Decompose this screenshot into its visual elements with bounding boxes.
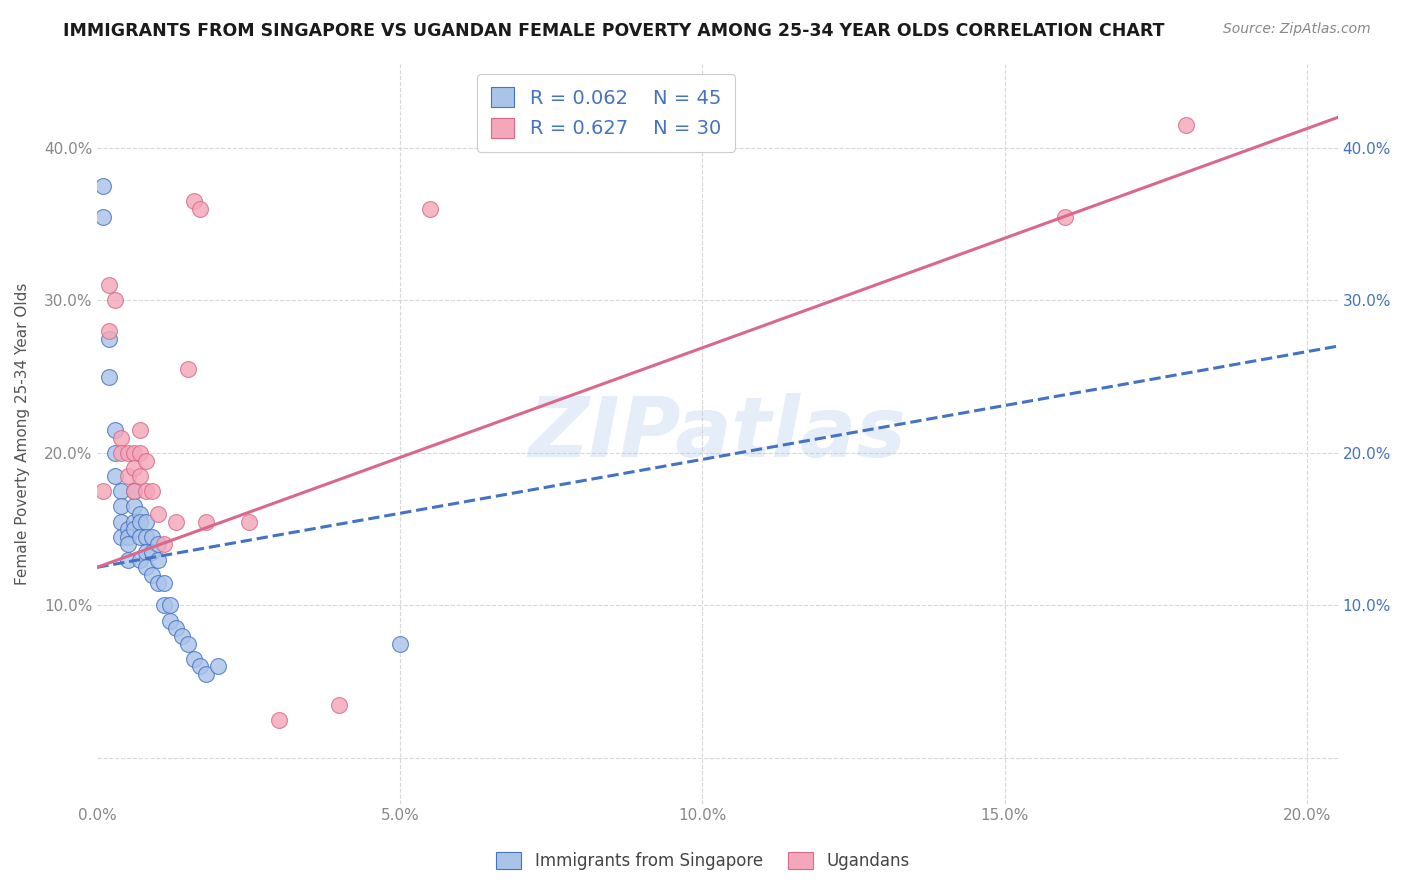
Point bbox=[128, 446, 150, 460]
Point bbox=[153, 537, 176, 551]
Point bbox=[98, 278, 121, 293]
Point bbox=[117, 537, 139, 551]
Legend: Immigrants from Singapore, Ugandans: Immigrants from Singapore, Ugandans bbox=[489, 845, 917, 877]
Point bbox=[328, 698, 350, 712]
Point bbox=[122, 515, 145, 529]
Point bbox=[183, 194, 205, 209]
Point bbox=[135, 545, 157, 559]
Point bbox=[146, 552, 169, 566]
Point bbox=[135, 483, 157, 498]
Point bbox=[122, 483, 145, 498]
Point bbox=[110, 500, 132, 514]
Point bbox=[128, 507, 150, 521]
Point bbox=[159, 599, 181, 613]
Point bbox=[1054, 210, 1077, 224]
Point bbox=[104, 446, 127, 460]
Point bbox=[122, 483, 145, 498]
Point bbox=[177, 636, 200, 650]
Point bbox=[128, 552, 150, 566]
Point bbox=[117, 446, 139, 460]
Point bbox=[188, 202, 211, 216]
Point bbox=[117, 530, 139, 544]
Point bbox=[135, 515, 157, 529]
Point bbox=[122, 500, 145, 514]
Point bbox=[1175, 118, 1198, 132]
Point bbox=[238, 515, 260, 529]
Point bbox=[110, 515, 132, 529]
Point bbox=[122, 446, 145, 460]
Point bbox=[110, 483, 132, 498]
Point bbox=[165, 515, 187, 529]
Point bbox=[98, 369, 121, 384]
Point bbox=[177, 362, 200, 376]
Point bbox=[117, 552, 139, 566]
Point bbox=[141, 483, 163, 498]
Point bbox=[267, 713, 290, 727]
Legend: R = 0.062    N = 45, R = 0.627    N = 30: R = 0.062 N = 45, R = 0.627 N = 30 bbox=[477, 74, 734, 152]
Point bbox=[141, 567, 163, 582]
Point bbox=[122, 522, 145, 536]
Point bbox=[128, 423, 150, 437]
Text: IMMIGRANTS FROM SINGAPORE VS UGANDAN FEMALE POVERTY AMONG 25-34 YEAR OLDS CORREL: IMMIGRANTS FROM SINGAPORE VS UGANDAN FEM… bbox=[63, 22, 1164, 40]
Point bbox=[104, 468, 127, 483]
Point bbox=[104, 293, 127, 308]
Point bbox=[128, 530, 150, 544]
Point bbox=[110, 446, 132, 460]
Point bbox=[91, 483, 114, 498]
Point bbox=[117, 522, 139, 536]
Point bbox=[91, 210, 114, 224]
Point bbox=[195, 515, 218, 529]
Point bbox=[419, 202, 441, 216]
Point bbox=[128, 515, 150, 529]
Y-axis label: Female Poverty Among 25-34 Year Olds: Female Poverty Among 25-34 Year Olds bbox=[15, 283, 30, 585]
Point bbox=[98, 324, 121, 338]
Point bbox=[153, 575, 176, 590]
Point bbox=[207, 659, 229, 673]
Text: ZIPatlas: ZIPatlas bbox=[529, 393, 907, 475]
Point bbox=[135, 560, 157, 574]
Point bbox=[141, 530, 163, 544]
Point bbox=[110, 431, 132, 445]
Point bbox=[165, 621, 187, 635]
Point bbox=[153, 599, 176, 613]
Point bbox=[170, 629, 193, 643]
Point bbox=[135, 530, 157, 544]
Point bbox=[146, 507, 169, 521]
Point bbox=[104, 423, 127, 437]
Point bbox=[183, 652, 205, 666]
Point bbox=[128, 468, 150, 483]
Point bbox=[195, 667, 218, 681]
Point bbox=[141, 545, 163, 559]
Point bbox=[122, 461, 145, 475]
Point bbox=[135, 453, 157, 467]
Point bbox=[159, 614, 181, 628]
Point bbox=[91, 179, 114, 194]
Point bbox=[388, 636, 411, 650]
Point bbox=[146, 537, 169, 551]
Point bbox=[117, 468, 139, 483]
Point bbox=[110, 530, 132, 544]
Point bbox=[188, 659, 211, 673]
Text: Source: ZipAtlas.com: Source: ZipAtlas.com bbox=[1223, 22, 1371, 37]
Point bbox=[146, 575, 169, 590]
Point bbox=[98, 332, 121, 346]
